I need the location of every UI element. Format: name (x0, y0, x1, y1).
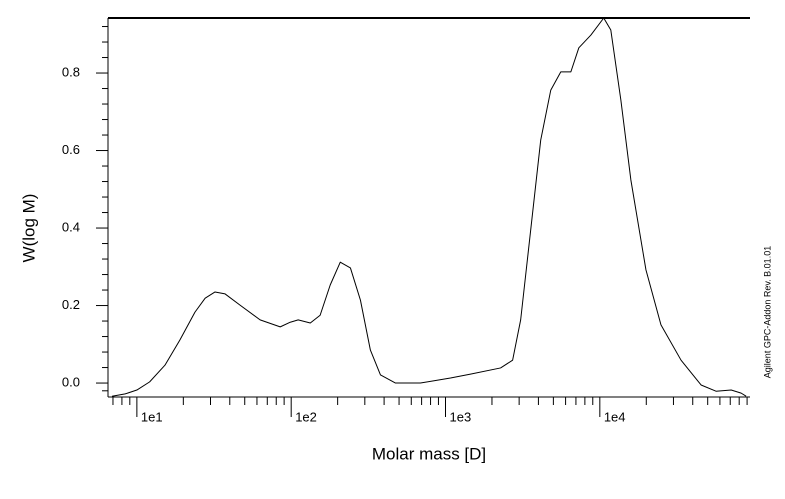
data-line (111, 17, 747, 397)
x-axis-title: Molar mass [D] (372, 444, 486, 463)
x-tick-label: 1e2 (295, 409, 317, 424)
y-tick-label: 0.6 (62, 142, 80, 157)
x-tick-label: 1e4 (604, 409, 626, 424)
y-tick-label: 0.4 (62, 219, 80, 234)
y-tick-label: 0.0 (62, 374, 80, 389)
x-tick-label: 1e1 (141, 409, 163, 424)
y-tick-label: 0.2 (62, 297, 80, 312)
annotation: Agilent GPC-Addon Rev. B.01.01 (762, 246, 772, 378)
y-tick-label: 0.8 (62, 64, 80, 79)
x-tick-label: 1e3 (450, 409, 472, 424)
y-axis-title: W(log M) (19, 194, 38, 263)
